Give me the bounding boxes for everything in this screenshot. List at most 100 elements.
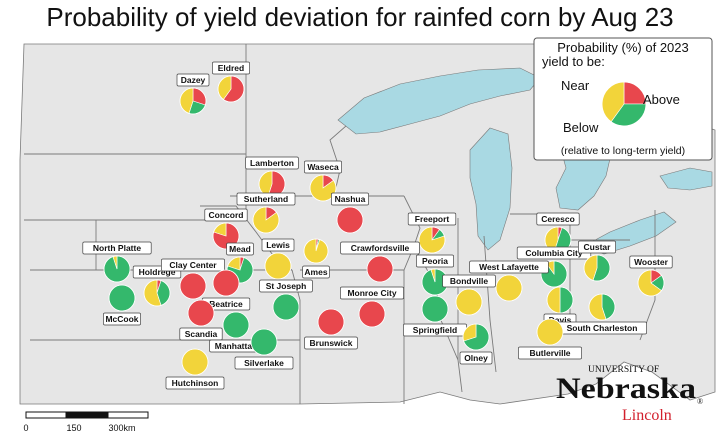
site-dazey-label-box <box>176 73 210 87</box>
site-concord-label: Concord <box>209 210 244 220</box>
site-peoria-label-box <box>416 254 454 268</box>
site-nashua-label-box <box>331 192 369 206</box>
site-manhattan-outline <box>222 311 250 339</box>
site-clay-center: Clay Center <box>161 258 225 300</box>
site-olney-label-box <box>459 351 493 365</box>
site-ceresco-label: Ceresco <box>541 214 575 224</box>
logo-university-of: UNIVERSITY OF <box>588 365 659 375</box>
logo-lincoln: Lincoln <box>622 407 672 424</box>
logo-registered-mark: ® <box>697 397 703 406</box>
site-wooster: Wooster <box>629 255 673 297</box>
legend-near-label: Near <box>561 78 590 93</box>
site-wooster-label: Wooster <box>634 257 669 267</box>
lake-superior <box>337 67 541 135</box>
sites-layer: Eldred Dazey Lamberton Waseca Sutherland Nash… <box>82 61 673 390</box>
site-butlerville: Butlerville <box>518 318 582 360</box>
site-dazey-label: Dazey <box>181 75 206 85</box>
site-custar-label: Custar <box>584 242 612 252</box>
site-sutherland-label: Sutherland <box>244 194 288 204</box>
site-hutchinson-label: Hutchinson <box>172 378 219 388</box>
scale-tick-300: 300km <box>108 423 135 433</box>
legend: Probability (%) of 2023 yield to be: Nea… <box>533 37 713 161</box>
site-nashua: Nashua <box>331 192 369 234</box>
legend-pie-outline <box>601 81 647 127</box>
site-concord-outline <box>212 222 240 250</box>
site-springfield: Springfield <box>403 295 467 337</box>
site-dazey-outline <box>179 87 207 115</box>
site-west-lafayette-outline <box>495 274 523 302</box>
site-concord: Concord <box>204 208 248 250</box>
site-mccook-outline <box>108 284 136 312</box>
site-waseca: Waseca <box>304 160 342 202</box>
site-silverlake-label-box <box>234 356 294 370</box>
site-freeport-label-box <box>407 212 457 226</box>
scale-segment-3 <box>107 411 149 419</box>
site-davis-label: Davis <box>549 315 572 325</box>
site-crawfordsville-label: Crawfordsville <box>351 243 410 253</box>
site-lewis: Lewis <box>261 238 295 280</box>
map-canvas: Eldred Dazey Lamberton Waseca Sutherland Nash… <box>0 34 720 446</box>
legend-heading-line1: Probability (%) of 2023 <box>557 40 689 55</box>
site-brunswick-label: Brunswick <box>310 338 353 348</box>
site-ames-label: Ames <box>304 267 327 277</box>
site-manhattan-label: Manhattan <box>215 341 258 351</box>
site-hutchinson-outline <box>181 348 209 376</box>
site-lamberton-label: Lamberton <box>250 158 294 168</box>
site-silverlake: Silverlake <box>234 328 294 370</box>
site-bondville: Bondville <box>442 274 496 316</box>
site-scandia: Scandia <box>179 299 223 341</box>
site-concord-label-box <box>204 208 248 222</box>
site-clay-center-label-box <box>161 258 225 272</box>
site-ceresco: Ceresco <box>536 212 580 254</box>
site-olney-outline <box>462 323 490 351</box>
site-peoria: Peoria <box>416 254 454 296</box>
site-scandia-label-box <box>179 327 223 341</box>
site-wooster-outline <box>637 269 665 297</box>
site-crawfordsville-label-box <box>340 241 420 255</box>
site-olney-label: Olney <box>464 353 488 363</box>
site-north-platte-label-box <box>82 241 152 255</box>
site-north-platte: North Platte <box>82 241 152 283</box>
site-west-lafayette-label-box <box>469 260 549 274</box>
site-freeport-label: Freeport <box>415 214 450 224</box>
site-brunswick-label-box <box>304 336 358 350</box>
site-waseca-label-box <box>304 160 342 174</box>
site-holdrege-outline <box>143 279 171 307</box>
site-crawfordsville: Crawfordsville <box>340 241 420 283</box>
site-butlerville-label-box <box>518 346 582 360</box>
site-south-charleston-label: South Charleston <box>567 323 638 333</box>
site-lewis-label: Lewis <box>266 240 290 250</box>
site-manhattan: Manhattan <box>209 311 263 353</box>
site-mccook-label-box <box>103 312 141 326</box>
site-ames-outline <box>303 238 329 264</box>
site-custar-label-box <box>578 240 616 254</box>
site-sutherland-label-box <box>236 192 296 206</box>
site-holdrege-label: Holdrege <box>139 267 176 277</box>
site-clay-center-label: Clay Center <box>169 260 217 270</box>
site-silverlake-label: Silverlake <box>244 358 284 368</box>
site-ames-label-box <box>302 265 330 279</box>
site-monroe-city-outline <box>358 300 386 328</box>
site-brunswick: Brunswick <box>304 308 358 350</box>
site-columbia-city: Columbia City <box>516 246 592 288</box>
site-eldred: Eldred <box>212 61 250 103</box>
lake-ontario <box>659 167 713 191</box>
site-mccook-label: McCook <box>105 314 138 324</box>
site-monroe-city-label-box <box>340 286 404 300</box>
site-bondville-outline <box>455 288 483 316</box>
site-wooster-label-box <box>629 255 673 269</box>
site-monroe-city: Monroe City <box>340 286 404 328</box>
site-lamberton: Lamberton <box>245 156 299 198</box>
site-custar: Custar <box>578 240 616 282</box>
site-butlerville-outline <box>536 318 564 346</box>
legend-above-label: Above <box>643 92 680 107</box>
site-dazey: Dazey <box>176 73 210 115</box>
scale-segment-1 <box>25 411 67 419</box>
logo-nebraska: Nebraska <box>556 372 696 405</box>
site-davis-outline <box>546 286 574 314</box>
site-st-joseph: St Joseph <box>259 279 313 321</box>
site-bondville-label: Bondville <box>450 276 489 286</box>
legend-below-label: Below <box>563 120 599 135</box>
site-st-joseph-label-box <box>259 279 313 293</box>
site-beatrice-label: Beatrice <box>209 299 243 309</box>
